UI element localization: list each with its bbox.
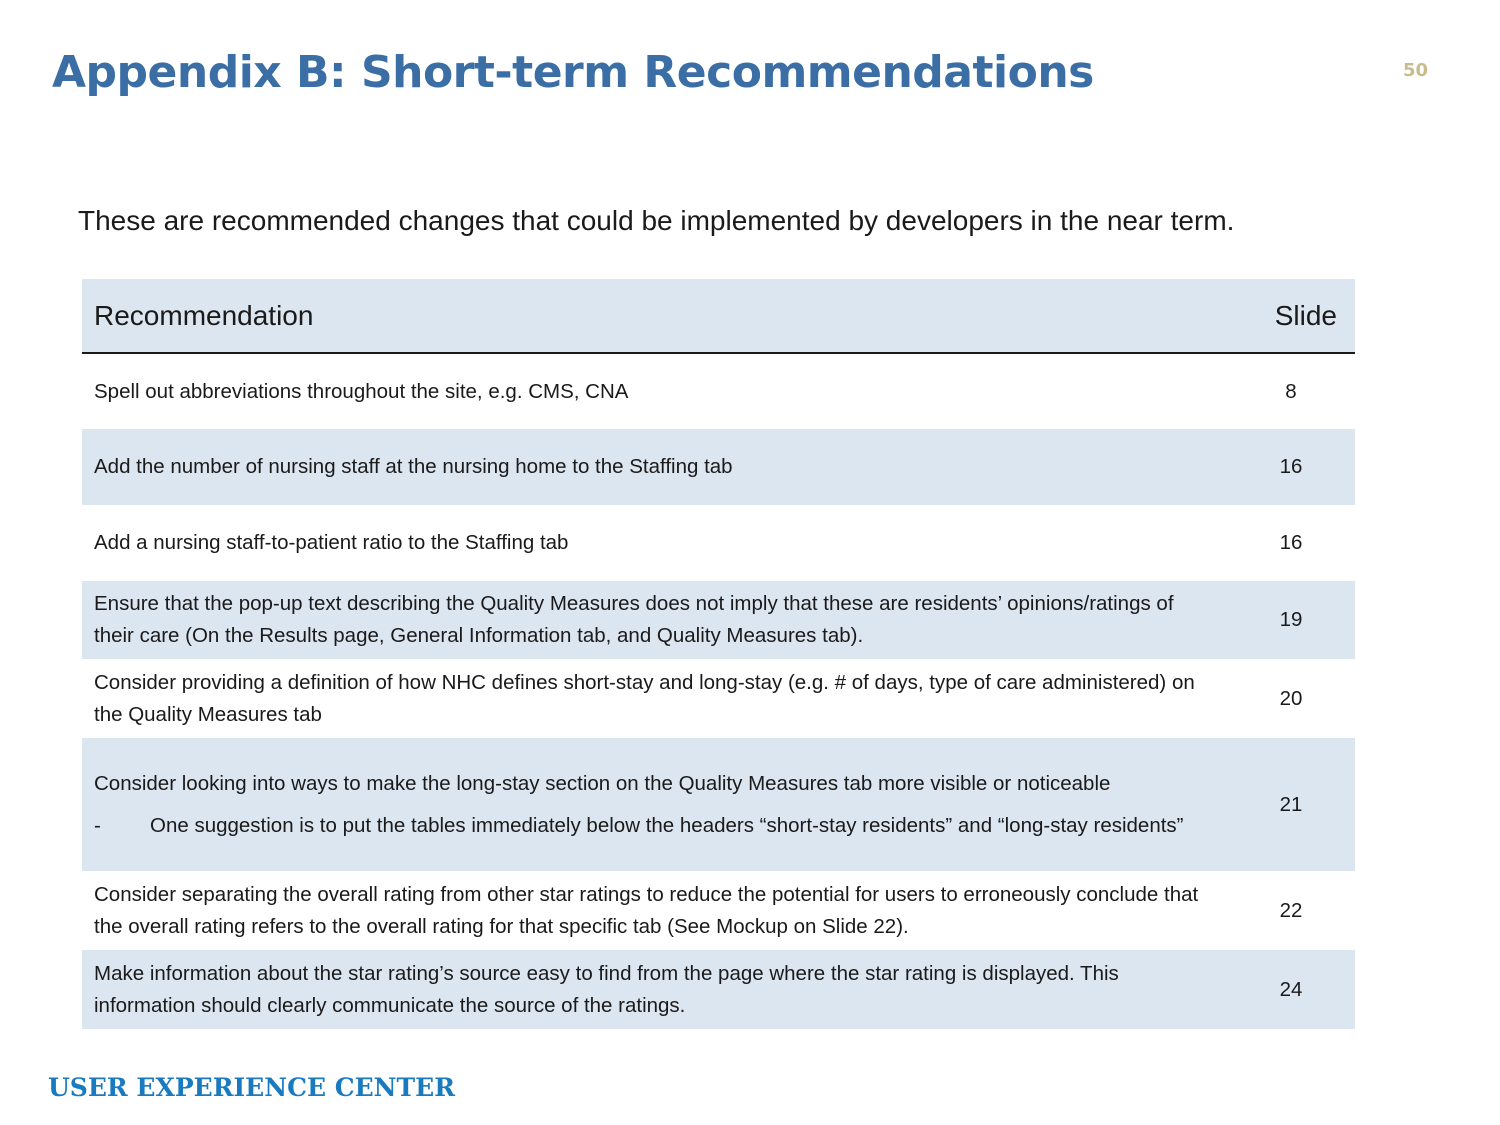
table-row: Add a nursing staff-to-patient ratio to … bbox=[82, 505, 1355, 581]
sub-bullet: - One suggestion is to put the tables im… bbox=[94, 810, 1215, 842]
slide-number-cell: 20 bbox=[1279, 686, 1303, 710]
recommendation-text: Consider looking into ways to make the l… bbox=[94, 771, 1111, 795]
slide-number-cell: 22 bbox=[1279, 898, 1303, 922]
slide-number-cell: 16 bbox=[1279, 531, 1303, 554]
recommendations-table: Recommendation Slide Spell out abbreviat… bbox=[82, 279, 1355, 1029]
table-row: Ensure that the pop-up text describing t… bbox=[82, 581, 1355, 659]
recommendation-cell: Consider separating the overall rating f… bbox=[94, 882, 1199, 938]
table-row: Consider looking into ways to make the l… bbox=[82, 738, 1355, 871]
slide-number-cell: 16 bbox=[1279, 455, 1303, 478]
slide-column-header: Slide bbox=[1227, 279, 1355, 354]
bullet-dash: - bbox=[94, 813, 101, 837]
recommendation-cell: Add the number of nursing staff at the n… bbox=[94, 455, 733, 478]
slide-number-cell: 8 bbox=[1285, 379, 1297, 403]
table-header-row: Recommendation Slide bbox=[82, 279, 1355, 354]
recommendation-cell: Make information about the star rating’s… bbox=[94, 961, 1119, 1017]
slide-number: 50 bbox=[1402, 60, 1428, 81]
sub-bullet-text: One suggestion is to put the tables imme… bbox=[150, 813, 1184, 837]
recommendation-cell: Add a nursing staff-to-patient ratio to … bbox=[94, 531, 569, 554]
slide-title: Appendix B: Short-term Recommendations bbox=[52, 47, 1094, 98]
recommendation-cell: Spell out abbreviations throughout the s… bbox=[94, 379, 629, 403]
table-row: Make information about the star rating’s… bbox=[82, 950, 1355, 1029]
table-row: Consider providing a definition of how N… bbox=[82, 659, 1355, 738]
table-row: Add the number of nursing staff at the n… bbox=[82, 429, 1355, 505]
slide-number-cell: 19 bbox=[1279, 608, 1303, 631]
recommendation-column-header: Recommendation bbox=[82, 279, 1227, 354]
slide-number-cell: 21 bbox=[1279, 792, 1303, 816]
slide-number-cell: 24 bbox=[1279, 977, 1303, 1001]
recommendation-cell: Consider providing a definition of how N… bbox=[94, 670, 1195, 726]
intro-text: These are recommended changes that could… bbox=[78, 205, 1235, 236]
recommendation-cell: Ensure that the pop-up text describing t… bbox=[94, 592, 1174, 647]
footer-brand-logo: USER EXPERIENCE CENTER bbox=[48, 1073, 455, 1102]
table-row: Consider separating the overall rating f… bbox=[82, 871, 1355, 950]
recommendation-cell: Consider looking into ways to make the l… bbox=[82, 738, 1227, 871]
table-row: Spell out abbreviations throughout the s… bbox=[82, 353, 1355, 429]
